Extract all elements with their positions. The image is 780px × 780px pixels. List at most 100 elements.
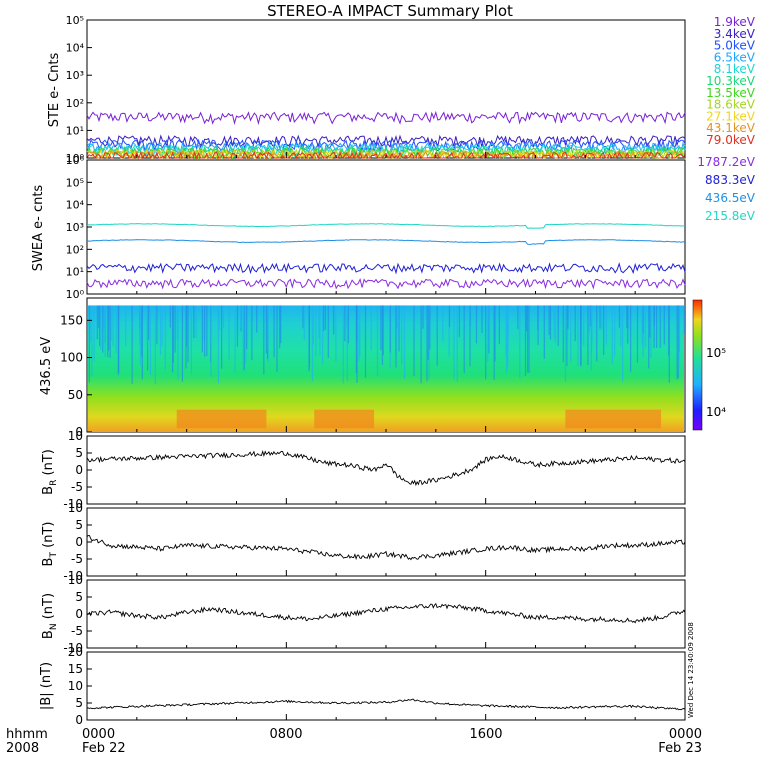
panel-br-frame — [86, 435, 686, 505]
heatmap-streak — [318, 305, 320, 339]
x-tick-end: 0000 — [669, 727, 702, 742]
y-tick-label-swea: 10¹ — [66, 266, 84, 279]
heatmap-streak — [177, 305, 179, 380]
heatmap-streak — [678, 305, 680, 366]
heatmap-streak — [174, 305, 176, 353]
panel-swea-frame — [86, 159, 686, 295]
heatmap-streak — [195, 305, 197, 339]
heatmap-streak — [626, 305, 628, 328]
heatmap-streak — [164, 305, 166, 370]
heatmap-streak — [603, 305, 605, 356]
heatmap-streak — [663, 305, 665, 345]
heatmap-streak — [99, 305, 101, 347]
heatmap-streak — [93, 305, 95, 362]
heatmap-streak — [422, 305, 424, 329]
heatmap-streak — [246, 305, 248, 350]
heatmap-streak — [553, 305, 555, 339]
heatmap-streak — [401, 305, 403, 365]
colorbar-tick-1e4: 10⁴ — [706, 405, 726, 419]
heatmap-streak — [614, 305, 616, 357]
heatmap-streak — [355, 305, 357, 373]
heatmap-streak — [149, 305, 151, 375]
heatmap-streak — [217, 305, 219, 384]
series-line-1.9keV — [86, 110, 686, 126]
heatmap-streak — [650, 305, 652, 358]
panel-bmag-frame — [86, 651, 686, 721]
ylabel-swea: SWEA e- cnts — [31, 185, 46, 272]
ylabel-ste: STE e- Cnts — [47, 52, 62, 127]
series-line-bt — [86, 535, 686, 561]
legend-13.5keV: 13.5keV — [706, 86, 756, 100]
heatmap-hot-band-1 — [314, 409, 375, 429]
heatmap-streak — [263, 305, 265, 375]
y-tick-label-pad: 100 — [60, 351, 83, 365]
y-tick-label-br: -5 — [71, 480, 83, 494]
heatmap-streak — [347, 305, 349, 344]
heatmap-streak — [112, 305, 114, 347]
y-tick-label-swea: 10⁰ — [66, 288, 85, 301]
heatmap-streak — [591, 305, 593, 342]
heatmap-streak — [346, 305, 348, 328]
y-tick-label-br: 10 — [68, 429, 83, 443]
heatmap-streak — [526, 305, 528, 332]
heatmap-streak — [618, 305, 620, 328]
heatmap-streak — [517, 305, 519, 330]
plot-title: STEREO-A IMPACT Summary Plot — [267, 2, 513, 20]
heatmap-hot-band-2 — [565, 409, 662, 429]
y-tick-label-bmag: 15 — [68, 662, 83, 676]
heatmap-streak — [567, 305, 569, 329]
legend-215.8eV: 215.8eV — [705, 209, 756, 223]
heatmap-streak — [397, 305, 399, 338]
heatmap-streak — [104, 305, 106, 335]
heatmap-streak — [161, 305, 163, 346]
y-tick-label-bn: -5 — [71, 624, 83, 638]
heatmap-streak — [381, 305, 383, 366]
heatmap-streak — [186, 305, 188, 347]
heatmap-streak — [599, 305, 601, 329]
legend-10.3keV: 10.3keV — [706, 74, 756, 88]
heatmap-streak — [413, 305, 415, 377]
y-tick-label-ste: 10⁰ — [66, 152, 85, 165]
heatmap-streak — [243, 305, 245, 370]
legend-43.1keV: 43.1keV — [706, 121, 756, 135]
series-line-215.8eV — [86, 223, 686, 229]
heatmap-streak — [427, 305, 429, 360]
heatmap-streak — [448, 305, 451, 327]
heatmap-streak — [628, 305, 630, 329]
y-tick-label-bt: -10 — [63, 569, 83, 583]
heatmap-streak — [312, 305, 314, 345]
heatmap-streak — [311, 305, 313, 382]
heatmap-streak — [485, 305, 487, 380]
legend-883.3eV: 883.3eV — [705, 173, 756, 187]
heatmap-streak — [139, 305, 141, 345]
heatmap-streak — [564, 305, 567, 382]
timestamp-stamp: Wed Dec 14 23:40:09 2008 — [687, 622, 695, 718]
heatmap-streak — [469, 305, 471, 367]
legend-3.4keV: 3.4keV — [714, 27, 756, 41]
y-tick-label-ste: 10⁵ — [66, 14, 84, 27]
y-tick-label-br: 0 — [75, 463, 83, 477]
heatmap-streak — [141, 305, 143, 380]
heatmap-streak — [245, 305, 247, 364]
heatmap-streak — [280, 305, 282, 344]
legend-8.1keV: 8.1keV — [714, 62, 756, 76]
legend-1.9keV: 1.9keV — [714, 15, 756, 29]
svg-text:BN (nT): BN (nT) — [41, 593, 59, 639]
ylabel-bn: BN (nT) — [41, 593, 59, 639]
heatmap-streak — [125, 305, 127, 347]
y-tick-label-bmag: 5 — [75, 696, 83, 710]
heatmap-streak — [627, 305, 629, 344]
heatmap-streak — [620, 305, 622, 347]
heatmap-streak — [562, 305, 564, 363]
heatmap-streak — [322, 305, 324, 365]
heatmap-streak — [426, 305, 428, 382]
heatmap-streak — [543, 305, 545, 359]
panel-bn-frame — [86, 579, 686, 649]
heatmap-streak — [622, 305, 624, 382]
heatmap-streak — [641, 305, 643, 345]
heatmap-streak — [159, 305, 162, 356]
heatmap-streak — [204, 305, 206, 357]
heatmap-streak — [456, 305, 458, 382]
heatmap-streak — [382, 305, 384, 356]
heatmap-streak — [102, 305, 104, 353]
